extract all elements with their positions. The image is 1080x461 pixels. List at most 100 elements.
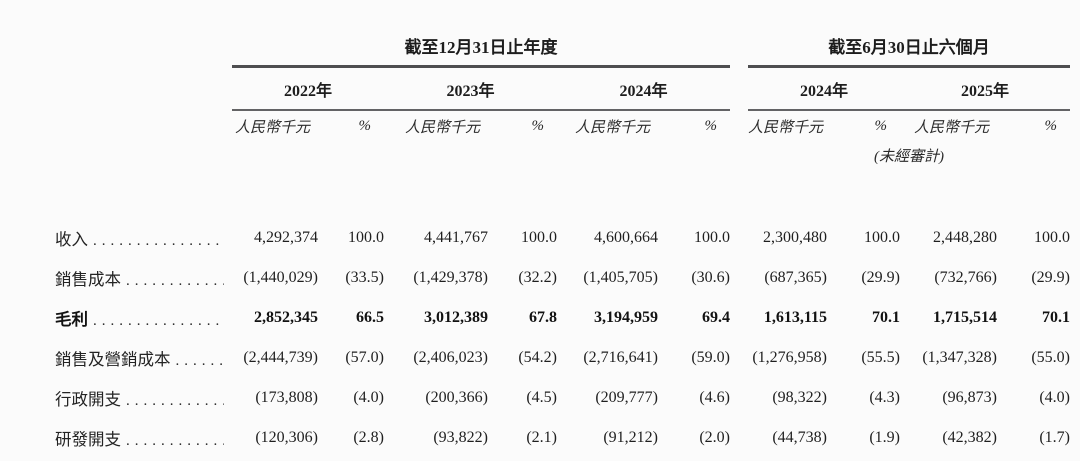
cell-value: (120,306) (255, 429, 318, 446)
spacer-cell (730, 110, 748, 142)
row-label: 研發開支 (55, 430, 121, 449)
unit-rmb-thousand: 人民幣千元 (748, 120, 824, 136)
row-label-cell: 行政開支 ...................................… (55, 378, 232, 418)
spacer-cell (55, 20, 232, 66)
cell-value: (1.9) (869, 429, 900, 446)
spacer-cell (730, 218, 748, 258)
table-row-gross-profit: 毛利 .....................................… (55, 298, 1070, 338)
row-label: 行政開支 (55, 390, 121, 409)
spacer-cell (730, 258, 748, 298)
cell-value: (173,808) (255, 389, 318, 406)
cell-value: (2,716,641) (583, 349, 658, 366)
cell-value: 100.0 (521, 229, 557, 246)
unit-percent: % (1044, 118, 1058, 134)
cell-value: (30.6) (691, 269, 730, 286)
year-header-2024: 2024年 (557, 66, 730, 111)
spacer-cell (55, 142, 748, 170)
cell-value: (29.9) (1031, 269, 1070, 286)
cell-value: (29.9) (861, 269, 900, 286)
cell-value: (44,738) (772, 429, 827, 446)
cell-value: 100.0 (1034, 229, 1070, 246)
dot-leader: ........................................… (126, 433, 224, 449)
spacer-cell (730, 378, 748, 418)
cell-value: 2,448,280 (933, 229, 997, 246)
cell-value: (2.8) (353, 429, 384, 446)
cell-value: 1,715,514 (933, 309, 997, 326)
cell-value: 3,012,389 (424, 309, 488, 326)
section-header-interim: 截至6月30日止六個月 (748, 20, 1070, 68)
dot-leader: ........................................… (93, 313, 224, 329)
cell-value: (1,347,328) (922, 349, 997, 366)
cell-value: 1,613,115 (763, 309, 827, 326)
cell-value: (33.5) (345, 269, 384, 286)
cell-value: 67.8 (529, 309, 557, 326)
cell-value: (91,212) (603, 429, 658, 446)
cell-value: (4.3) (869, 389, 900, 406)
dot-leader: ........................................… (126, 273, 224, 289)
dot-leader: ........................................… (93, 233, 224, 249)
cell-value: 69.4 (702, 309, 730, 326)
row-label: 毛利 (55, 310, 88, 329)
dot-leader: ........................................… (126, 393, 224, 409)
row-label: 銷售成本 (55, 270, 121, 289)
cell-value: (2.1) (526, 429, 557, 446)
spacer-cell (730, 338, 748, 378)
cell-value: (98,322) (772, 389, 827, 406)
cell-value: (55.0) (1031, 349, 1070, 366)
header-body-gap (55, 170, 1070, 218)
section-header-annual: 截至12月31日止年度 (232, 20, 730, 68)
table-row-administrative: 行政開支 ...................................… (55, 378, 1070, 418)
row-label-cell: 銷售及營銷成本 ................................… (55, 338, 232, 378)
unit-percent: % (531, 118, 545, 134)
cell-value: (687,365) (764, 269, 827, 286)
cell-value: 100.0 (694, 229, 730, 246)
section-header-row: 截至12月31日止年度 截至6月30日止六個月 (55, 20, 1070, 68)
unit-rmb-thousand: 人民幣千元 (234, 120, 310, 136)
cell-value: 2,852,345 (254, 309, 318, 326)
spacer-cell (730, 66, 748, 110)
cell-value: (1.7) (1039, 429, 1070, 446)
cell-value: (209,777) (595, 389, 658, 406)
unit-header-row: 人民幣千元 % 人民幣千元 % 人民幣千元 % 人民幣千元 % 人民幣千元 % (55, 110, 1070, 142)
table-row-selling-marketing: 銷售及營銷成本 ................................… (55, 338, 1070, 378)
cell-value: (2.0) (699, 429, 730, 446)
cell-value: (4.5) (526, 389, 557, 406)
unit-percent: % (358, 118, 372, 134)
cell-value: (732,766) (934, 269, 997, 286)
table-row-rd-expenses: 研發開支 ...................................… (55, 418, 1070, 458)
cell-value: (4.0) (1039, 389, 1070, 406)
cell-value: (1,429,378) (413, 269, 488, 286)
row-label-cell: 研發開支 ...................................… (55, 418, 232, 458)
cell-value: (4.0) (353, 389, 384, 406)
unit-rmb-thousand: 人民幣千元 (913, 120, 989, 136)
cell-value: 70.1 (872, 309, 900, 326)
spacer-cell (55, 110, 232, 142)
cell-value: 2,300,480 (763, 229, 827, 246)
year-header-row: 2022年 2023年 2024年 2024年 2025年 (55, 66, 1070, 111)
cell-value: 70.1 (1042, 309, 1070, 326)
cell-value: (1,276,958) (752, 349, 827, 366)
cell-value: 100.0 (864, 229, 900, 246)
row-label-cell: 收入 .....................................… (55, 218, 232, 258)
row-label: 收入 (55, 230, 88, 249)
year-header-2025-interim: 2025年 (900, 66, 1070, 111)
unit-rmb-thousand: 人民幣千元 (574, 120, 650, 136)
spacer-cell (730, 298, 748, 338)
cell-value: 4,600,664 (594, 229, 658, 246)
table-row-revenue: 收入 .....................................… (55, 218, 1070, 258)
cell-value: (96,873) (942, 389, 997, 406)
cell-value: 66.5 (356, 309, 384, 326)
spacer-cell (730, 20, 748, 66)
unaudited-note: (未經審計) (874, 149, 944, 165)
spacer-cell (730, 418, 748, 458)
cell-value: 3,194,959 (594, 309, 658, 326)
cell-value: 4,441,767 (424, 229, 488, 246)
cell-value: (1,405,705) (583, 269, 658, 286)
cell-value: (55.5) (861, 349, 900, 366)
cell-value: (1,440,029) (243, 269, 318, 286)
cell-value: (59.0) (691, 349, 730, 366)
unit-percent: % (874, 118, 888, 134)
dot-leader: ........................................… (175, 353, 225, 369)
cell-value: (2,406,023) (413, 349, 488, 366)
